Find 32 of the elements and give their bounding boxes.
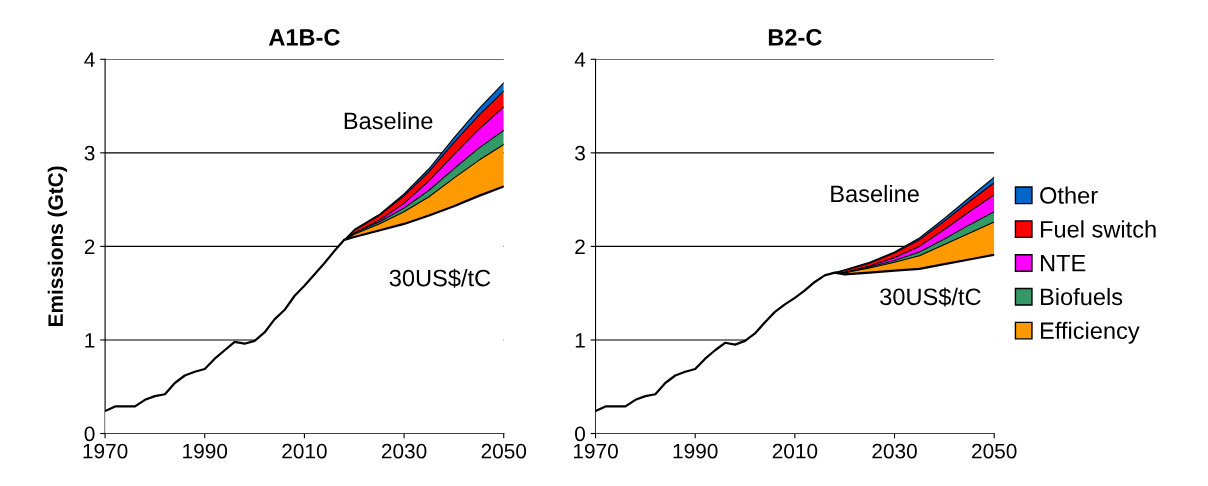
x-tick-label: 2050: [972, 443, 1017, 459]
x-tick-label: 1990: [673, 443, 718, 459]
y-tick-label: 3: [575, 145, 585, 161]
chart-title: B2-C: [768, 28, 822, 46]
x-tick-label: 1970: [573, 443, 618, 459]
y-tick-label: 4: [84, 52, 95, 67]
y-tick-label: 0: [575, 426, 586, 442]
x-tick-label: 1990: [183, 443, 228, 459]
annotation: Baseline: [344, 111, 433, 130]
y-tick-label: 3: [84, 145, 95, 161]
y-tick-label: 1: [575, 333, 585, 348]
legend-label: Efficiency: [1040, 321, 1140, 344]
y-tick-label: 2: [575, 239, 585, 254]
legend-label: Other: [1040, 186, 1098, 204]
y-axis-title: Emissions (GtC): [47, 166, 68, 327]
legend-label: NTE: [1040, 254, 1086, 272]
x-tick-label: 2010: [772, 443, 818, 459]
y-tick-label: 0: [84, 426, 95, 442]
x-tick-label: 1970: [83, 443, 128, 459]
chart-title: A1B-C: [268, 28, 340, 46]
y-tick-label: 4: [574, 52, 586, 67]
legend-label: Biofuels: [1040, 287, 1123, 306]
annotation: Baseline: [831, 184, 919, 203]
x-tick-label: 2030: [872, 443, 917, 459]
x-tick-label: 2010: [282, 443, 327, 459]
annotation: 30US$/tC: [880, 287, 981, 307]
x-tick-label: 2050: [481, 443, 527, 459]
y-tick-label: 2: [84, 239, 95, 254]
legend-label: Fuel switch: [1040, 220, 1156, 238]
annotation: 30US$/tC: [389, 268, 491, 288]
y-tick-label: 1: [85, 333, 95, 348]
x-tick-label: 2030: [381, 443, 427, 459]
